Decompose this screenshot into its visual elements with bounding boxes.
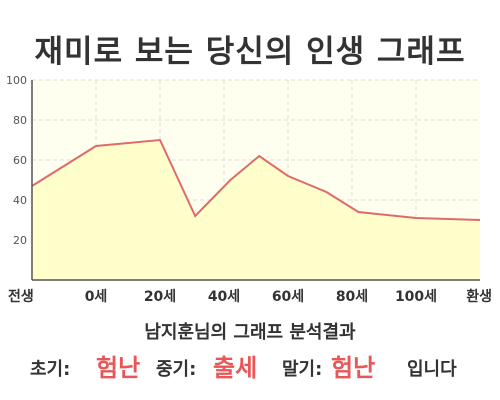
life-graph-chart: 20 40 60 80 100 전생 0세 20세 40세 60세 80세 100세 환생 [6, 74, 492, 305]
x-tick-label: 전생 [8, 288, 34, 305]
result-suffix: 입니다 [407, 359, 457, 380]
y-tick-label: 100 [6, 74, 27, 87]
analysis-result: 초기: 험난 중기: 출세 말기: 험난 입니다 [0, 346, 500, 382]
x-tick-label: 환생 [466, 288, 492, 305]
y-tick-labels: 20 40 60 80 100 [6, 74, 27, 247]
x-tick-label: 20세 [144, 289, 176, 305]
late-label: 말기: [282, 359, 323, 380]
early-value: 험난 [96, 354, 141, 382]
y-tick-label: 60 [13, 154, 27, 167]
y-tick-label: 20 [13, 234, 27, 247]
middle-value: 출세 [213, 354, 258, 382]
analysis-title: 남지훈님의 그래프 분석결과 [144, 322, 356, 343]
chart-title: 재미로 보는 당신의 인생 그래프 [34, 34, 466, 70]
y-tick-label: 40 [13, 194, 27, 207]
series-line [31, 138, 481, 221]
x-tick-label: 0세 [85, 289, 108, 305]
series-area [32, 140, 480, 280]
x-tick-label: 80세 [336, 289, 368, 305]
late-value: 험난 [331, 354, 376, 382]
x-tick-label: 100세 [395, 289, 437, 305]
x-tick-label: 40세 [208, 289, 240, 305]
early-label: 초기: [30, 359, 71, 380]
middle-label: 중기: [156, 359, 197, 380]
x-tick-labels: 전생 0세 20세 40세 60세 80세 100세 환생 [8, 288, 492, 305]
y-tick-label: 80 [13, 114, 27, 127]
x-tick-label: 60세 [272, 289, 304, 305]
axes [31, 80, 480, 281]
